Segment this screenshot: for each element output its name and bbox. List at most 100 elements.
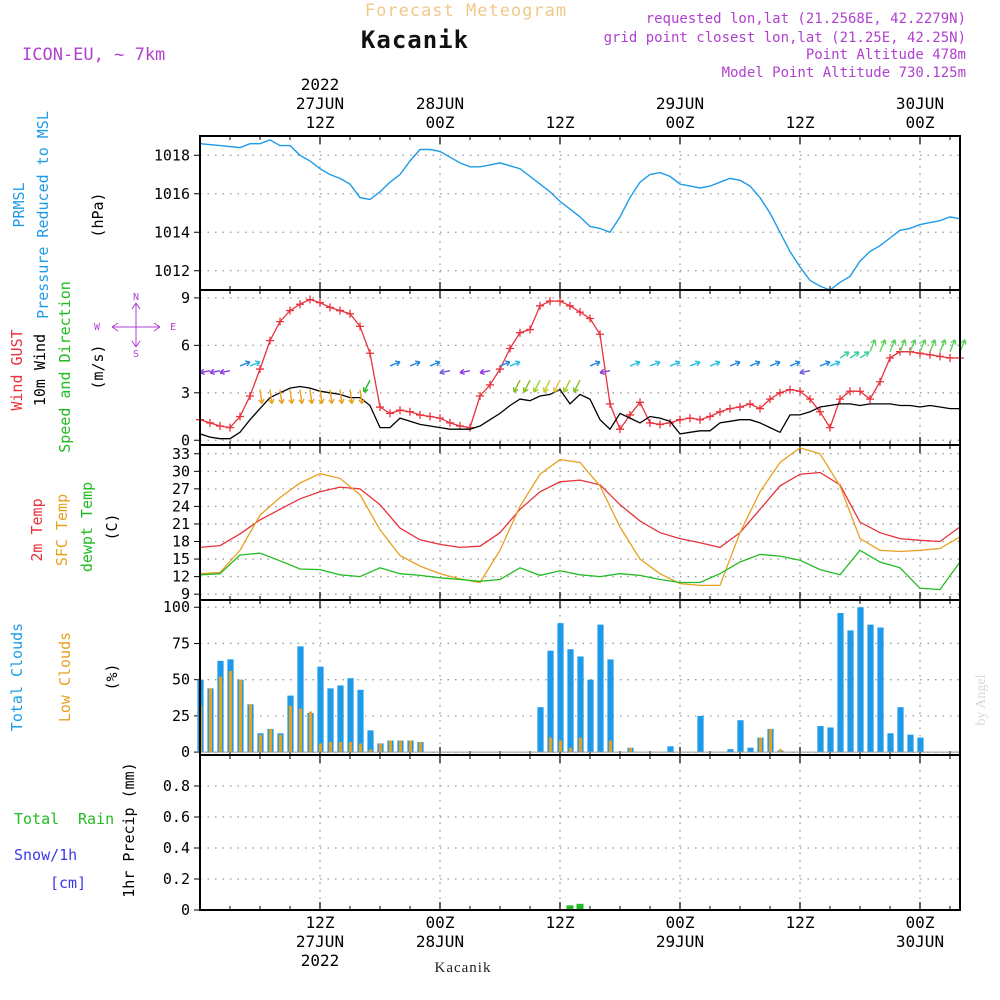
total-cloud-bar	[737, 720, 744, 753]
wind-direction-arrow	[552, 379, 561, 393]
wind-direction-arrow	[789, 360, 801, 367]
gust-point	[366, 349, 374, 358]
precip-unit: 1hr Precip (mm)	[120, 762, 138, 897]
gust-point	[346, 309, 354, 318]
gust-line	[199, 298, 960, 431]
bottom-time-label: 12Z	[546, 913, 575, 932]
low-cloud-bar	[328, 741, 333, 753]
panel-frame	[199, 754, 961, 911]
grid-point-coords: grid point closest lon,lat (21.25E, 42.2…	[604, 30, 966, 46]
cloud-unit: (%)	[103, 663, 121, 690]
wind-direction-arrow	[799, 368, 811, 376]
pressure-unit: (hPa)	[89, 192, 107, 237]
gust-point	[306, 295, 314, 304]
panel-labels: PRMSL Pressure Reduced to MSL (hPa) Wind…	[8, 111, 176, 898]
top-time-label: 30JUN	[896, 94, 944, 113]
watermark: by Angel	[974, 674, 989, 725]
top-time-label: 12Z	[306, 113, 335, 132]
gust-point	[606, 399, 614, 408]
wind-direction-arrow	[298, 389, 305, 405]
bottom-time-label: 00Z	[666, 913, 695, 932]
wind-direction-arrow	[479, 368, 491, 376]
wind-direction-arrow	[459, 368, 471, 376]
gust-point	[906, 347, 914, 356]
total-cloud-bar	[577, 656, 584, 753]
wind-direction-arrow	[409, 360, 421, 367]
gust-point	[866, 395, 874, 404]
gust-point	[826, 423, 834, 432]
low-cloud-bar	[268, 728, 273, 753]
total-cloud-bar	[887, 733, 894, 753]
gust-point	[496, 365, 504, 374]
bottom-time-label: 29JUN	[656, 932, 704, 951]
total-cloud-bar	[297, 646, 304, 753]
low-cloud-bar	[548, 737, 553, 753]
wind-direction-arrow	[709, 360, 721, 367]
y-tick-label: 100	[163, 598, 190, 616]
total-cloud-bar	[357, 689, 364, 753]
bottom-time-label: 2022	[301, 951, 340, 970]
low-cloud-bar	[218, 676, 223, 753]
compass-e: E	[170, 322, 176, 333]
y-tick-label: 75	[172, 634, 190, 652]
gust-point	[276, 317, 284, 326]
total-cloud-bar	[347, 678, 354, 753]
precip-total-label: Total	[14, 810, 59, 828]
wind-direction-arrow	[859, 351, 870, 359]
low-cloud-bar	[348, 741, 353, 753]
total-cloud-bar	[847, 630, 854, 753]
low-cloud-bar	[308, 711, 313, 753]
temp-unit: (C)	[103, 513, 121, 540]
y-tick-label: 0.4	[163, 839, 190, 857]
wind-direction-arrow	[689, 360, 701, 367]
total-cloud-bar	[817, 726, 824, 753]
low-cloud-bar	[368, 749, 373, 753]
low-cloud-bar	[208, 688, 213, 753]
y-tick-label: 0	[181, 901, 190, 919]
gust-point	[696, 415, 704, 424]
wind-direction-arrow	[869, 339, 877, 352]
gust-point	[886, 354, 894, 363]
y-tick-label: 30	[172, 462, 190, 480]
low-cloud-bar	[398, 740, 403, 753]
low-cloud-bar	[228, 670, 233, 753]
gust-point	[426, 412, 434, 421]
gust-point	[436, 414, 444, 423]
wind-direction-arrow	[328, 389, 335, 405]
total-cloud-label: Total Clouds	[8, 623, 26, 731]
wind-direction-arrow	[949, 339, 957, 352]
compass-w: W	[94, 322, 101, 333]
gust-point	[596, 330, 604, 339]
precip-snow-label: Snow/1h	[14, 846, 77, 864]
y-tick-label: 21	[172, 515, 190, 533]
gust-point	[816, 407, 824, 416]
total-cloud-bar	[907, 734, 914, 753]
y-tick-label: 25	[172, 707, 190, 725]
total-cloud-bar	[827, 727, 834, 753]
footer-location: Kacanik	[435, 960, 492, 976]
wind-direction-arrow	[589, 360, 601, 367]
gust-point	[266, 336, 274, 345]
gust-point	[316, 298, 324, 307]
gust-point	[326, 303, 334, 312]
wind-direction-arrow	[919, 339, 927, 352]
wind-unit: (m/s)	[89, 344, 107, 389]
y-tick-label: 0	[181, 431, 190, 449]
y-tick-label: 33	[172, 445, 190, 463]
low-cloud-bar	[628, 747, 633, 753]
gust-point	[646, 418, 654, 427]
wind-direction-arrow	[429, 360, 441, 367]
wind-direction-arrow	[839, 351, 850, 359]
total-cloud-bar	[667, 746, 674, 753]
wind-direction-arrow	[532, 379, 541, 393]
y-tick-label: 50	[172, 671, 190, 689]
total-cloud-bar	[877, 627, 884, 753]
y-tick-label: 15	[172, 550, 190, 568]
wind-direction-arrow	[629, 360, 641, 367]
rain-bar	[576, 903, 584, 910]
top-time-label: 12Z	[786, 113, 815, 132]
top-time-label: 28JUN	[416, 94, 464, 113]
total-cloud-bar	[537, 707, 544, 753]
wind-direction-arrow	[929, 339, 937, 352]
y-tick-label: 6	[181, 336, 190, 354]
